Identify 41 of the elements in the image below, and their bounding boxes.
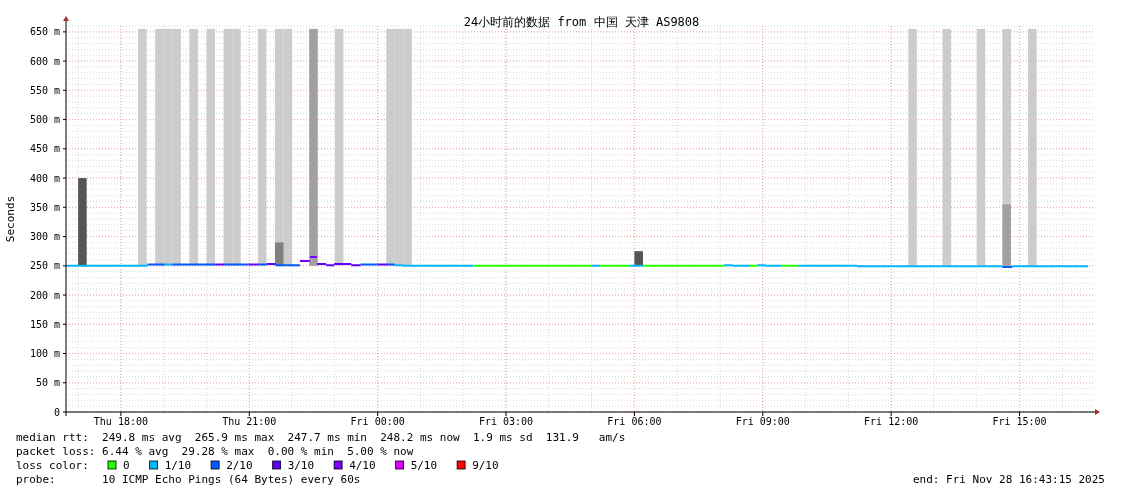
x-tick-label: Fri 09:00 (735, 416, 790, 427)
bar (634, 251, 643, 266)
x-tick-label: Fri 12:00 (864, 416, 919, 427)
y-tick-label: 450 m (29, 143, 60, 155)
text: probe: 10 ICMP Echo Pings (64 Bytes) every 60s (16, 473, 361, 486)
x-tick-label: Thu 18:00 (93, 416, 149, 427)
bar (309, 28, 318, 266)
y-tick-label: 150 m (29, 318, 60, 330)
x-tick-label: Fri 03:00 (478, 416, 534, 427)
x-tick-label: Thu 21:00 (222, 416, 277, 427)
y-tick-label: 250 m (29, 260, 60, 272)
legend-label: 0 (123, 459, 130, 472)
y-tick-label: 650 m (29, 26, 60, 38)
legend-label: 4/10 (349, 459, 376, 472)
legend-label: 3/10 (287, 459, 315, 472)
y-tick-label: 300 m (29, 231, 60, 243)
x-tick-label: Fri 00:00 (350, 416, 405, 427)
chart-title: 24小时前的数据 from 中国 天津 AS9808 (463, 15, 700, 29)
x-tick-label: Fri 15:00 (992, 416, 1047, 427)
y-tick-label: 550 m (29, 84, 60, 96)
y-tick-label: 350 m (29, 201, 60, 213)
text: end: Fri Nov 28 16:43:15 2025 (912, 473, 1105, 486)
x-tick-label: Fri 06:00 (607, 416, 662, 427)
legend-label: 1/10 (164, 459, 192, 472)
bar (78, 178, 87, 266)
y-tick-label: 200 m (29, 289, 60, 301)
text: packet loss: 6.44 % avg 29.28 % max 0.00 % min 5.00 % now (16, 445, 414, 458)
text: median rtt: 249.8 ms avg 265.9 ms max 247.7 ms min 248.2 ms now 1.9 ms sd 131.9 am/s (16, 431, 626, 444)
bar (274, 242, 284, 266)
y-tick-label: 600 m (29, 55, 60, 67)
y-axis-title: Seconds (4, 195, 17, 243)
y-tick-label: 0 (53, 406, 60, 418)
legend-label: 2/10 (226, 459, 253, 472)
y-tick-label: 50 m (35, 377, 60, 389)
legend-title: loss color: (16, 459, 89, 472)
bar (1002, 204, 1011, 266)
y-tick-label: 500 m (29, 114, 60, 126)
y-tick-label: 400 m (29, 172, 60, 184)
y-tick-label: 100 m (29, 348, 60, 360)
legend-label: 5/10 (410, 459, 438, 472)
legend-label: 9/10 (472, 459, 499, 472)
